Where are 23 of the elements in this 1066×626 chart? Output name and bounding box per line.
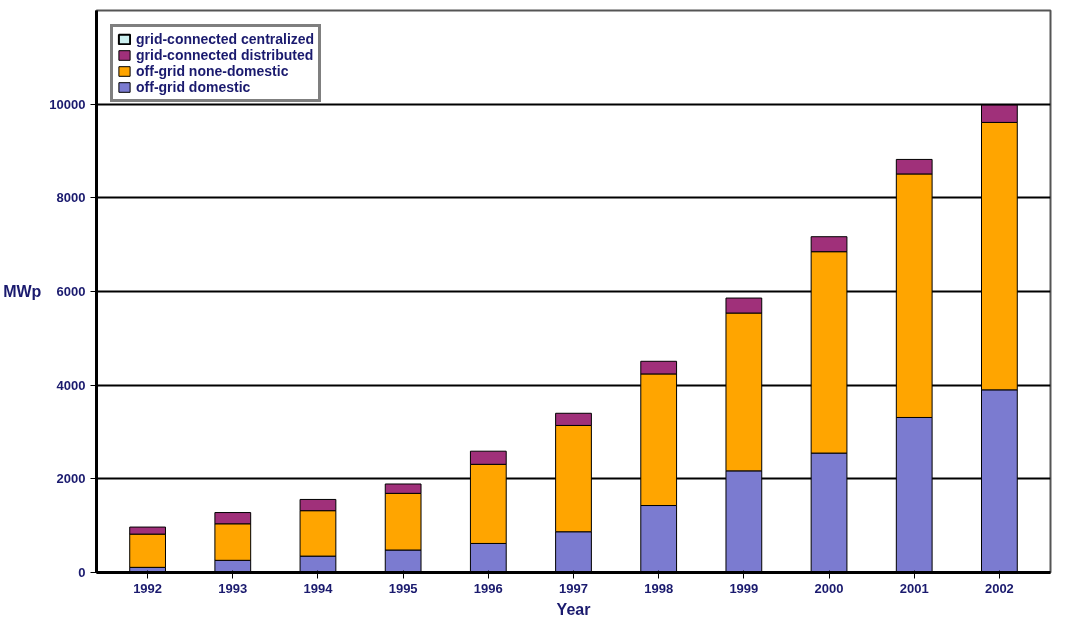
y-tick-label: 8000 (56, 190, 86, 206)
x-tick-label: 1992 (133, 580, 163, 596)
y-tick-label: 0 (78, 565, 86, 580)
x-tick-label: 1999 (729, 580, 759, 596)
y-tick-label: 4000 (56, 377, 86, 393)
legend-label: grid-connected centralized (136, 31, 315, 47)
y-tick-label: 6000 (56, 284, 86, 299)
legend-label: grid-connected distributed (136, 47, 314, 63)
x-tick-label: 1998 (644, 580, 674, 596)
y-axis-title: MWp (3, 283, 42, 300)
legend-label: off-grid domestic (136, 79, 251, 95)
legend-label: off-grid none-domestic (136, 63, 289, 79)
y-tick-label: 10000 (49, 96, 86, 112)
y-tick-label: 2000 (56, 471, 86, 487)
x-tick-label: 1994 (303, 580, 334, 596)
x-tick-label: 2002 (984, 580, 1014, 596)
x-tick-label: 1996 (473, 580, 503, 596)
x-tick-label: 1993 (218, 580, 248, 596)
x-tick-label: 2000 (814, 580, 844, 596)
x-tick-label: 2001 (899, 580, 929, 596)
x-axis-title: Year (556, 600, 591, 618)
x-tick-label: 1997 (559, 580, 588, 596)
x-tick-label: 1995 (388, 580, 418, 596)
